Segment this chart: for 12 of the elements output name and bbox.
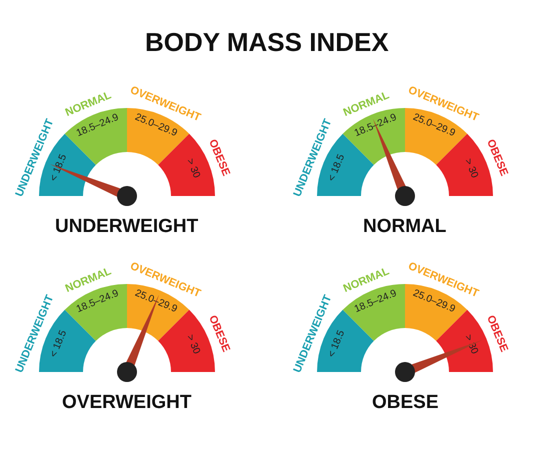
- text: OVERWEIGHT: [62, 392, 192, 413]
- text: OBESE: [372, 392, 439, 413]
- data-label: > 30: [184, 333, 202, 356]
- data-label: > 30: [184, 157, 202, 180]
- text: NORMAL: [363, 216, 447, 237]
- data-label: > 30: [462, 157, 480, 180]
- data-label: < 18.5: [48, 328, 70, 359]
- data-label: < 18.5: [326, 328, 348, 359]
- text: BODY MASS INDEX: [145, 27, 390, 57]
- data-label: < 18.5: [48, 152, 70, 183]
- data-label: < 18.5: [326, 152, 348, 183]
- text: UNDERWEIGHT: [55, 216, 199, 237]
